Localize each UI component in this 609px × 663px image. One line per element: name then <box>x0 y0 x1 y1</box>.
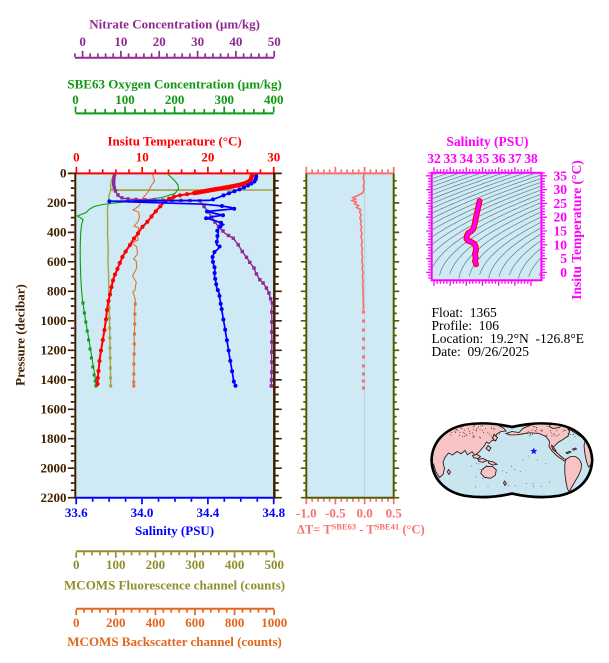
svg-text:300: 300 <box>185 557 205 572</box>
svg-text:20: 20 <box>153 34 166 49</box>
svg-text:-1.0: -1.0 <box>296 506 317 521</box>
svg-text:10: 10 <box>136 150 149 165</box>
svg-text:30: 30 <box>191 34 204 49</box>
svg-text:36: 36 <box>492 151 506 166</box>
svg-text:40: 40 <box>229 34 242 49</box>
svg-text:600: 600 <box>185 615 205 630</box>
svg-text:34: 34 <box>460 151 474 166</box>
svg-text:Pressure (decibar): Pressure (decibar) <box>13 284 28 386</box>
svg-text:2200: 2200 <box>41 490 67 505</box>
svg-text:400: 400 <box>47 225 67 240</box>
svg-text:0: 0 <box>60 166 67 181</box>
svg-text:35: 35 <box>476 151 490 166</box>
svg-text:33: 33 <box>443 151 457 166</box>
svg-text:400: 400 <box>146 615 166 630</box>
svg-text:0: 0 <box>72 92 79 107</box>
svg-text:Insitu Temperature (°C): Insitu Temperature (°C) <box>107 134 241 149</box>
svg-text:0: 0 <box>73 615 80 630</box>
svg-text:200: 200 <box>106 615 126 630</box>
svg-text:Salinity (PSU): Salinity (PSU) <box>446 134 528 149</box>
svg-text:50: 50 <box>268 34 281 49</box>
svg-text:Location: 19.2°N -126.8°E: Location: 19.2°N -126.8°E <box>432 331 585 346</box>
svg-text:Insitu Temperature (°C): Insitu Temperature (°C) <box>569 160 584 299</box>
svg-text:200: 200 <box>146 557 166 572</box>
svg-text:5: 5 <box>560 251 567 266</box>
svg-text:0: 0 <box>79 34 86 49</box>
svg-text:1600: 1600 <box>41 402 67 417</box>
svg-text:25: 25 <box>554 196 568 211</box>
svg-text:-0.5: -0.5 <box>325 506 346 521</box>
svg-text:1800: 1800 <box>41 431 67 446</box>
svg-text:0.5: 0.5 <box>386 506 403 521</box>
svg-text:300: 300 <box>214 92 234 107</box>
svg-text:400: 400 <box>225 557 245 572</box>
svg-text:1200: 1200 <box>41 343 67 358</box>
svg-text:200: 200 <box>165 92 185 107</box>
svg-text:0.0: 0.0 <box>356 506 372 521</box>
svg-text:34.4: 34.4 <box>197 505 220 520</box>
svg-text:ΔT= TSBE63 - TSBE41 (°C): ΔT= TSBE63 - TSBE41 (°C) <box>297 522 425 537</box>
svg-text:MCOMS Backscatter channel (cou: MCOMS Backscatter channel (counts) <box>67 634 282 649</box>
svg-text:SBE63 Oxygen Concentration (µm: SBE63 Oxygen Concentration (µm/kg) <box>67 77 281 92</box>
svg-text:Float: 1365: Float: 1365 <box>432 305 498 320</box>
svg-text:800: 800 <box>225 615 245 630</box>
svg-text:100: 100 <box>115 92 135 107</box>
svg-text:1000: 1000 <box>261 615 287 630</box>
svg-text:15: 15 <box>554 224 568 239</box>
svg-text:Profile: 106: Profile: 106 <box>432 318 500 333</box>
svg-text:34.0: 34.0 <box>131 505 154 520</box>
svg-text:10: 10 <box>114 34 127 49</box>
svg-text:400: 400 <box>264 92 284 107</box>
svg-text:0: 0 <box>73 150 80 165</box>
svg-text:200: 200 <box>47 195 67 210</box>
svg-text:1000: 1000 <box>41 313 67 328</box>
svg-text:2000: 2000 <box>41 460 67 475</box>
svg-text:37: 37 <box>508 151 522 166</box>
svg-text:34.8: 34.8 <box>262 505 285 520</box>
svg-text:30: 30 <box>554 182 568 197</box>
svg-text:500: 500 <box>264 557 284 572</box>
svg-text:30: 30 <box>267 150 280 165</box>
svg-text:20: 20 <box>554 210 568 225</box>
svg-text:Nitrate Concentration (µm/kg): Nitrate Concentration (µm/kg) <box>89 17 260 32</box>
svg-text:1400: 1400 <box>41 372 67 387</box>
svg-text:35: 35 <box>554 168 568 183</box>
svg-text:0: 0 <box>560 265 567 280</box>
svg-text:600: 600 <box>47 254 67 269</box>
svg-text:MCOMS Fluorescence channel (co: MCOMS Fluorescence channel (counts) <box>64 578 285 593</box>
svg-text:32: 32 <box>427 151 441 166</box>
svg-text:0: 0 <box>73 557 80 572</box>
svg-text:Salinity (PSU): Salinity (PSU) <box>135 523 214 538</box>
svg-text:10: 10 <box>554 237 568 252</box>
svg-text:33.6: 33.6 <box>65 505 88 520</box>
svg-text:Date: 09/26/2025: Date: 09/26/2025 <box>432 344 530 359</box>
svg-text:100: 100 <box>106 557 126 572</box>
svg-text:20: 20 <box>201 150 214 165</box>
svg-text:38: 38 <box>524 151 538 166</box>
svg-text:800: 800 <box>47 284 67 299</box>
